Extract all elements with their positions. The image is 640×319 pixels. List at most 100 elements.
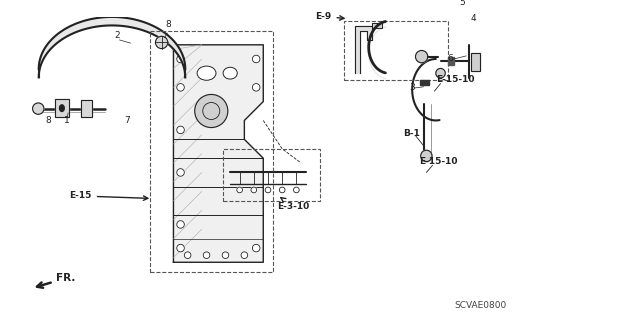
Polygon shape bbox=[139, 21, 141, 30]
Circle shape bbox=[177, 244, 184, 252]
Polygon shape bbox=[47, 43, 48, 54]
Polygon shape bbox=[355, 26, 372, 73]
Polygon shape bbox=[163, 32, 165, 42]
Polygon shape bbox=[83, 21, 85, 30]
Text: 4: 4 bbox=[471, 14, 476, 23]
Circle shape bbox=[252, 84, 260, 91]
Text: 5: 5 bbox=[459, 0, 465, 7]
Polygon shape bbox=[167, 35, 169, 45]
Circle shape bbox=[252, 55, 260, 63]
Polygon shape bbox=[41, 55, 42, 65]
Circle shape bbox=[251, 187, 257, 193]
Circle shape bbox=[156, 36, 168, 48]
Bar bbox=[420, 80, 429, 85]
Polygon shape bbox=[44, 47, 45, 57]
Circle shape bbox=[294, 187, 299, 193]
Polygon shape bbox=[182, 55, 183, 65]
Polygon shape bbox=[102, 17, 105, 26]
Polygon shape bbox=[57, 33, 59, 43]
Polygon shape bbox=[85, 20, 88, 29]
Polygon shape bbox=[74, 23, 77, 33]
Polygon shape bbox=[42, 51, 44, 61]
Circle shape bbox=[177, 169, 184, 176]
Circle shape bbox=[33, 103, 44, 114]
Polygon shape bbox=[157, 28, 159, 38]
Circle shape bbox=[177, 55, 184, 63]
Circle shape bbox=[436, 69, 445, 78]
Polygon shape bbox=[51, 38, 53, 48]
Bar bbox=[372, 23, 383, 28]
Polygon shape bbox=[176, 43, 177, 54]
Polygon shape bbox=[79, 21, 83, 31]
Polygon shape bbox=[173, 40, 174, 50]
Text: 1: 1 bbox=[64, 116, 70, 125]
Circle shape bbox=[265, 187, 271, 193]
Polygon shape bbox=[108, 17, 111, 26]
Polygon shape bbox=[128, 18, 131, 27]
Polygon shape bbox=[131, 19, 134, 28]
Bar bbox=[55, 99, 68, 117]
Polygon shape bbox=[59, 32, 61, 42]
Circle shape bbox=[237, 187, 243, 193]
Polygon shape bbox=[136, 20, 139, 29]
Text: E-15-10: E-15-10 bbox=[419, 157, 458, 166]
Text: 6: 6 bbox=[447, 54, 453, 63]
Polygon shape bbox=[50, 40, 51, 50]
Bar bbox=[447, 57, 454, 65]
Polygon shape bbox=[161, 30, 163, 40]
Polygon shape bbox=[159, 29, 161, 39]
Polygon shape bbox=[90, 19, 93, 28]
Polygon shape bbox=[53, 36, 55, 47]
Polygon shape bbox=[70, 25, 72, 35]
Polygon shape bbox=[96, 18, 99, 27]
Polygon shape bbox=[88, 19, 90, 28]
Text: E-15-10: E-15-10 bbox=[436, 75, 474, 84]
Polygon shape bbox=[119, 17, 122, 26]
Ellipse shape bbox=[223, 67, 237, 79]
Bar bbox=[471, 53, 480, 71]
Circle shape bbox=[184, 252, 191, 258]
Bar bbox=[223, 149, 320, 201]
Ellipse shape bbox=[197, 66, 216, 80]
Polygon shape bbox=[93, 18, 96, 27]
Bar bbox=[81, 100, 92, 117]
Text: E-3-10: E-3-10 bbox=[278, 197, 310, 211]
Polygon shape bbox=[134, 19, 136, 28]
Text: 3: 3 bbox=[410, 83, 415, 92]
Bar bbox=[372, 23, 383, 28]
Polygon shape bbox=[150, 24, 152, 34]
Text: B-1: B-1 bbox=[403, 129, 420, 137]
Ellipse shape bbox=[60, 105, 64, 111]
Polygon shape bbox=[152, 25, 154, 35]
Circle shape bbox=[241, 252, 248, 258]
Polygon shape bbox=[65, 28, 67, 38]
Polygon shape bbox=[113, 17, 116, 26]
Circle shape bbox=[222, 252, 228, 258]
Polygon shape bbox=[174, 41, 176, 52]
Polygon shape bbox=[147, 23, 150, 33]
Circle shape bbox=[252, 244, 260, 252]
Polygon shape bbox=[125, 18, 128, 27]
Circle shape bbox=[204, 252, 210, 258]
Text: E-9: E-9 bbox=[316, 12, 344, 21]
Polygon shape bbox=[177, 45, 179, 56]
Text: E-15: E-15 bbox=[70, 191, 148, 200]
Circle shape bbox=[195, 94, 228, 128]
Polygon shape bbox=[111, 17, 113, 26]
Circle shape bbox=[415, 50, 428, 63]
Polygon shape bbox=[55, 35, 57, 45]
Polygon shape bbox=[67, 26, 70, 36]
Bar bbox=[150, 31, 273, 272]
Text: SCVAE0800: SCVAE0800 bbox=[454, 300, 507, 309]
Text: FR.: FR. bbox=[37, 273, 76, 288]
Polygon shape bbox=[99, 18, 102, 26]
Circle shape bbox=[177, 126, 184, 134]
Polygon shape bbox=[154, 26, 157, 36]
Polygon shape bbox=[122, 18, 125, 26]
Polygon shape bbox=[48, 41, 50, 52]
Polygon shape bbox=[169, 36, 171, 47]
Polygon shape bbox=[173, 45, 263, 262]
Polygon shape bbox=[116, 17, 119, 26]
Text: 2: 2 bbox=[114, 31, 120, 40]
Polygon shape bbox=[180, 51, 182, 61]
